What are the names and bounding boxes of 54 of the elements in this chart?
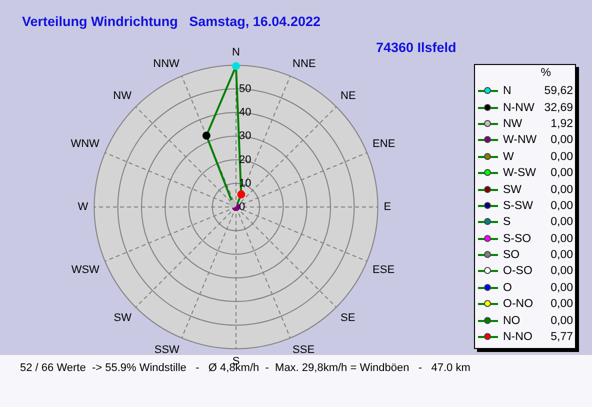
- category-label: NO: [503, 314, 522, 327]
- category-label: W-NW: [503, 134, 538, 146]
- chart-title: Verteilung Windrichtung Samstag, 16.04.2022: [22, 14, 320, 29]
- spoke-label: SSE: [292, 344, 315, 356]
- category-label: O-SO: [503, 265, 534, 278]
- text: %: [540, 67, 552, 81]
- y-tick-label: 40: [239, 106, 252, 118]
- text: 59,62: [544, 85, 573, 98]
- spoke-label: E: [384, 201, 392, 214]
- y-tick-label: 30: [239, 130, 252, 142]
- spoke-label: NW: [113, 90, 132, 102]
- text: 0,00: [550, 200, 573, 212]
- text: 0,00: [550, 184, 573, 196]
- text: 0,00: [550, 216, 573, 228]
- spoke-label: SSW: [154, 344, 180, 356]
- text: 0,00: [550, 134, 573, 146]
- category-label: S-SW: [503, 200, 534, 212]
- category-label: S: [503, 216, 512, 228]
- spoke-label: NNW: [153, 58, 180, 70]
- spoke-label: WSW: [71, 264, 100, 276]
- text: 32,69: [544, 102, 573, 114]
- text: 0,00: [550, 282, 573, 294]
- y-tick-label: 0: [239, 201, 246, 214]
- category-label: NW: [503, 118, 524, 130]
- y-tick-label: 50: [239, 82, 252, 95]
- spoke-label: ESE: [372, 264, 395, 276]
- text: 0,00: [550, 167, 573, 180]
- category-label: W-SW: [503, 167, 538, 180]
- text: 0,00: [550, 232, 573, 245]
- spoke-label: SW: [114, 312, 132, 324]
- spoke-label: N: [232, 46, 240, 59]
- text: 5,77: [550, 331, 573, 344]
- category-label: W: [503, 150, 515, 163]
- spoke-label: WNW: [70, 138, 100, 150]
- text: 0,00: [550, 314, 573, 327]
- spoke-label: ENE: [372, 138, 396, 150]
- category-label: O-NO: [503, 298, 534, 310]
- category-label: N: [503, 85, 512, 98]
- category-label: SO: [503, 249, 521, 262]
- category-label: N-NW: [503, 102, 536, 114]
- text: 0,00: [550, 150, 573, 163]
- category-label: SW: [503, 184, 523, 196]
- text: 0,00: [550, 249, 573, 262]
- text: 0,00: [550, 298, 573, 310]
- spoke-label: W: [78, 201, 89, 214]
- spoke-label: NNE: [292, 58, 316, 70]
- spoke-label: SE: [340, 312, 356, 324]
- spoke-label: NE: [340, 90, 356, 102]
- category-label: S-SO: [503, 232, 532, 245]
- text: 1,92: [550, 118, 573, 130]
- category-label: O: [503, 282, 513, 294]
- text: 0,00: [550, 265, 573, 278]
- category-label: N-NO: [503, 331, 534, 344]
- chart-subtitle: 74360 Ilsfeld: [376, 40, 456, 55]
